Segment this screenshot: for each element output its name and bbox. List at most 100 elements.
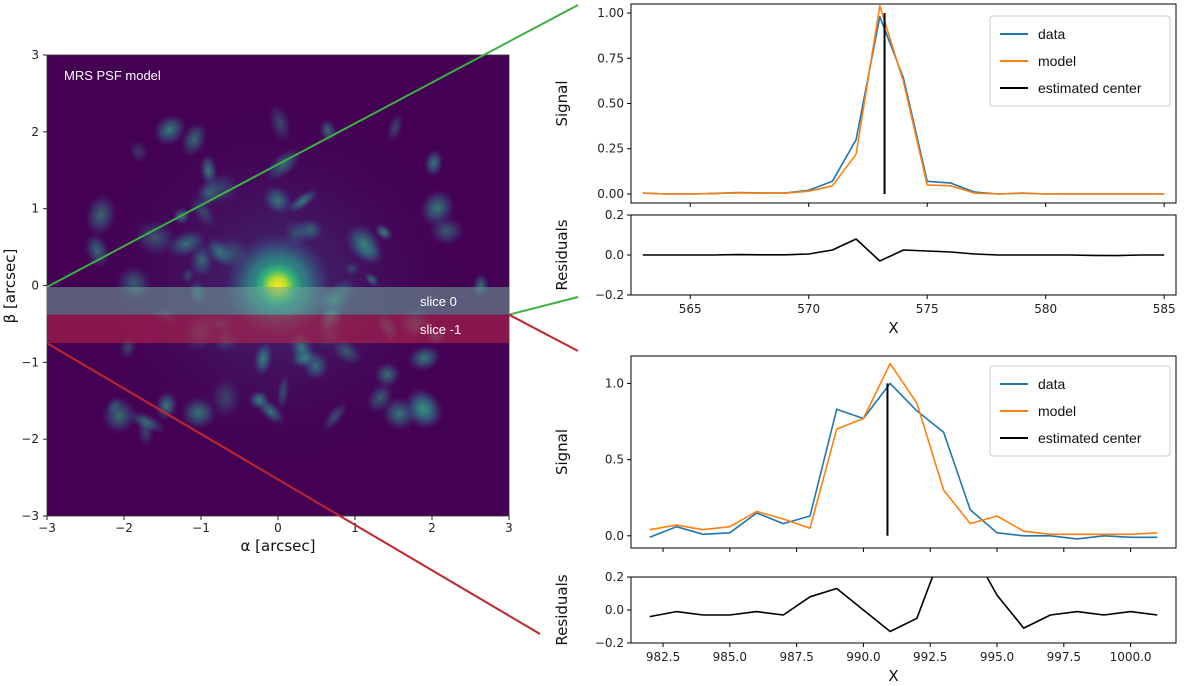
psf-speckle [210, 376, 242, 419]
residuals-x-tick-label: 997.5 [1047, 650, 1081, 664]
residuals-y-tick-label: −0.2 [595, 288, 624, 302]
residuals-y-label: Residuals [553, 574, 571, 645]
psf-speckle [386, 113, 404, 143]
slice-bands: slice 0 slice -1 [47, 287, 509, 344]
signal-y-tick-label: 0.5 [605, 453, 624, 467]
psf-speckle [286, 188, 319, 214]
psf-speckle [342, 261, 361, 277]
residuals-series-line [649, 577, 1158, 633]
psf-speckle [419, 189, 455, 228]
legend-entry-data: data [1038, 376, 1065, 392]
legend-box [989, 15, 1171, 107]
psf-speckle [180, 396, 217, 430]
residuals-series-group [642, 238, 1165, 262]
legend-entry-model: model [1038, 403, 1076, 419]
slice-0-profile-panel: 0.00 0.25 0.50 0.75 1.00 −0.2 0.0 0.2 565 570 575 5… [553, 3, 1177, 337]
psf-speckle [188, 194, 218, 229]
slice-minus1-connector-top [508, 313, 579, 352]
x-axis-label: X [888, 667, 898, 685]
heatmap-y-tick-label: −1 [21, 355, 39, 369]
psf-heatmap-panel: MRS PSF model slice 0 slice -1 −3 −2 −1 0 1 2 3… [1, 48, 513, 555]
slice-minus1-profile-panel: 0.0 0.5 1.0 −0.2 0.0 0.2 982.5 985.0 987.5 990.0 9… [553, 355, 1177, 685]
heatmap-axes: −3 −2 −1 0 1 2 3 −3 −2 −1 0 1 2 3 [21, 48, 513, 535]
psf-speckle [374, 361, 401, 388]
residuals-x-tick-label: 987.5 [779, 650, 813, 664]
heatmap-x-tick-label: 2 [428, 521, 436, 535]
signal-y-tick-label: 0.00 [597, 187, 624, 201]
residuals-x-tick-label: 1000.0 [1110, 650, 1152, 664]
heatmap-x-tick-label: −1 [192, 521, 210, 535]
psf-speckle [253, 341, 274, 377]
psf-speckle [180, 121, 208, 158]
psf-speckle [134, 219, 177, 256]
psf-speckle [374, 223, 393, 241]
heatmap-y-tick-label: −2 [21, 432, 39, 446]
heatmap-x-tick-label: −3 [38, 521, 56, 535]
psf-speckle [152, 113, 187, 146]
heatmap-title: MRS PSF model [64, 68, 161, 83]
psf-speckle [318, 118, 337, 143]
signal-y-label: Signal [553, 80, 571, 126]
slice-minus1-label: slice -1 [420, 322, 461, 337]
x-axis-label: X [888, 319, 898, 337]
residuals-y-label: Residuals [553, 219, 571, 290]
residuals-y-tick-label: −0.2 [595, 636, 624, 650]
residuals-y-tick-label: 0.0 [605, 603, 624, 617]
slice-0-connector-top [46, 4, 579, 288]
heatmap-y-tick-label: 0 [31, 279, 39, 293]
residuals-x-tick-label: 990.0 [846, 650, 880, 664]
slice-minus1-band [47, 314, 509, 344]
heatmap-x-label: α [arcsec] [241, 537, 316, 555]
model-series-line [649, 362, 1158, 536]
legend-entry-data: data [1038, 26, 1065, 42]
residuals-x-tick-label: 585 [1153, 302, 1176, 316]
model-series-line [642, 5, 1165, 195]
residuals-x-tick-label: 985.0 [713, 650, 747, 664]
slice-0-connector-bottom [508, 296, 579, 316]
legend-entry-model: model [1038, 53, 1076, 69]
residuals-y-tick-label: 0.2 [605, 570, 624, 584]
signal-y-tick-label: 0.25 [597, 142, 624, 156]
zoom-connectors [46, 4, 579, 635]
psf-speckle [330, 337, 363, 366]
heatmap-y-label: β [arcsec] [1, 249, 19, 324]
psf-speckle [101, 396, 137, 435]
residuals-axes-frame [630, 576, 1177, 644]
heatmap-y-tick-label: 3 [31, 48, 39, 62]
signal-y-tick-label: 1.0 [605, 376, 624, 390]
residuals-series-line [642, 238, 1165, 262]
heatmap-x-tick-label: 3 [505, 521, 513, 535]
slice-0-label: slice 0 [420, 294, 457, 309]
psf-speckle [344, 223, 382, 263]
legend-box [989, 365, 1171, 457]
psf-speckle [248, 390, 270, 410]
legend-entry-estimated-center: estimated center [1038, 430, 1142, 446]
legend: data model estimated center [989, 365, 1171, 457]
psf-speckle [195, 179, 223, 207]
psf-speckle [262, 185, 293, 216]
psf-speckle [128, 139, 149, 164]
psf-speckle [84, 193, 117, 237]
residuals-x-tick-label: 982.5 [646, 650, 680, 664]
psf-speckle [84, 232, 111, 269]
slice-minus1-connector-bottom [46, 342, 541, 635]
signal-y-tick-label: 0.50 [597, 97, 624, 111]
residuals-x-tick-label: 575 [916, 302, 939, 316]
legend-entry-estimated-center: estimated center [1038, 80, 1142, 96]
profile-panels: 0.00 0.25 0.50 0.75 1.00 −0.2 0.0 0.2 565 570 575 5… [553, 3, 1177, 685]
residuals-x-tick-label: 995.0 [980, 650, 1014, 664]
data-series-line [649, 382, 1158, 540]
psf-speckle [407, 344, 442, 372]
residuals-y-tick-label: 0.2 [605, 208, 624, 222]
heatmap-x-tick-label: 1 [351, 521, 359, 535]
psf-speckle [290, 349, 320, 368]
legend: data model estimated center [989, 15, 1171, 107]
psf-speckle [268, 103, 292, 143]
residuals-x-tick-label: 992.5 [913, 650, 947, 664]
heatmap-y-tick-label: 2 [31, 125, 39, 139]
psf-speckle [154, 390, 178, 422]
heatmap-y-tick-label: 1 [31, 202, 39, 216]
psf-speckle [181, 266, 196, 284]
slice-0-band [47, 287, 509, 315]
